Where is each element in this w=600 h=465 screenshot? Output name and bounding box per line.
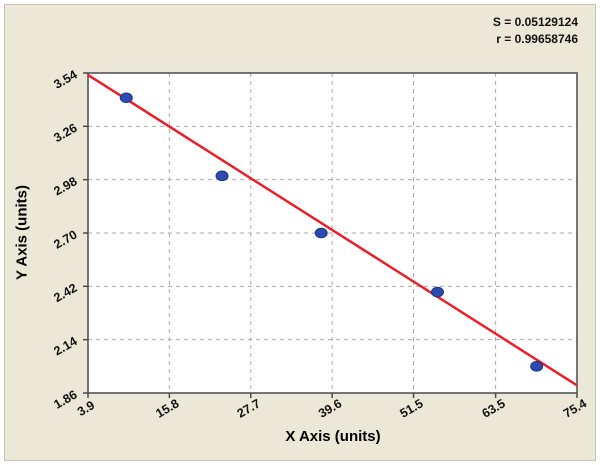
x-axis-title: X Axis (units)	[285, 428, 381, 445]
x-tick-label: 75.4	[561, 396, 589, 420]
y-tick-label: 2.42	[51, 281, 79, 305]
y-axis-title: Y Axis (units)	[13, 184, 31, 281]
x-tick-label: 27.7	[235, 396, 263, 420]
x-tick-label: 3.9	[75, 398, 97, 419]
fit-statistics: S = 0.05129124 r = 0.99658746	[493, 14, 578, 48]
data-point	[215, 170, 229, 182]
x-tick-label: 15.8	[153, 396, 181, 420]
y-tick-label: 2.14	[51, 334, 79, 358]
data-point	[530, 361, 544, 372]
data-point	[430, 286, 444, 298]
data-point	[314, 227, 328, 239]
y-tick-label: 2.98	[51, 174, 79, 198]
y-tick-label: 3.26	[51, 121, 79, 145]
y-tick-label: 3.54	[51, 67, 79, 91]
x-tick-label: 51.5	[398, 396, 426, 420]
y-tick-label: 2.70	[51, 227, 79, 251]
x-tick-label: 63.5	[480, 396, 508, 420]
stat-r-value: r = 0.99658746	[496, 32, 578, 46]
stat-s-value: S = 0.05129124	[492, 15, 578, 29]
data-point	[119, 92, 133, 104]
regression-line	[87, 73, 578, 387]
x-tick-label: 39.6	[316, 396, 344, 420]
